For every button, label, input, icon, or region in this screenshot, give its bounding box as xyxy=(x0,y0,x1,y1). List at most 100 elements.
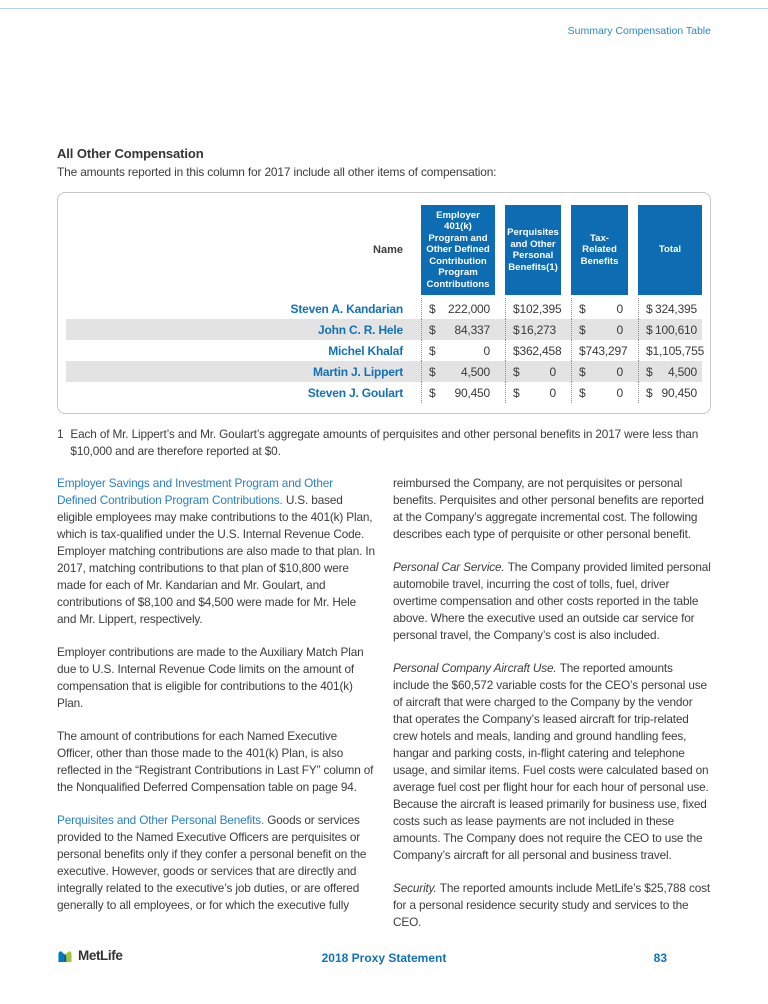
amount: 0 xyxy=(616,364,624,379)
dollar-sign: $ xyxy=(646,343,653,358)
page-number: 83 xyxy=(653,951,667,965)
paragraph-lead: Personal Company Aircraft Use. xyxy=(393,661,560,675)
paragraph: Personal Company Aircraft Use. The repor… xyxy=(393,661,709,862)
compensation-table: Name Employer 401(k) Program and Other D… xyxy=(57,192,711,414)
amount: 100,610 xyxy=(655,322,697,337)
dollar-sign: $ xyxy=(429,301,436,316)
table-row: John C. R. Hele $84,337 $16,273 $0 $100,… xyxy=(66,319,702,340)
dollar-sign: $ xyxy=(646,364,653,379)
footnote-text: Each of Mr. Lippert’s and Mr. Goulart’s … xyxy=(70,427,699,458)
row-value-total: $324,395 xyxy=(638,298,702,319)
column-header-contributions: Employer 401(k) Program and Other Define… xyxy=(421,205,495,295)
paragraph: The amount of contributions for each Nam… xyxy=(57,729,374,794)
brand-name: MetLife xyxy=(78,948,123,963)
row-value-contributions: $84,337 xyxy=(421,319,495,340)
paragraph-lead: Personal Car Service. xyxy=(393,560,508,574)
table-row: Steven J. Goulart $90,450 $0 $0 $90,450 xyxy=(66,382,702,403)
dollar-sign: $ xyxy=(513,343,520,358)
paragraph: Security. The reported amounts include M… xyxy=(393,881,710,929)
dollar-sign: $ xyxy=(579,301,586,316)
row-name: John C. R. Hele xyxy=(317,322,403,337)
row-value-total: $100,610 xyxy=(638,319,702,340)
dollar-sign: $ xyxy=(646,322,653,337)
row-value-total: $4,500 xyxy=(638,361,702,382)
footnote-number: 1 xyxy=(57,427,64,441)
row-value-perquisites: $0 xyxy=(505,361,561,382)
dollar-sign: $ xyxy=(513,364,520,379)
page-content: All Other Compensation The amounts repor… xyxy=(57,146,711,931)
dollar-sign: $ xyxy=(513,322,520,337)
row-name: Steven J. Goulart xyxy=(307,385,403,400)
table-rows: Steven A. Kandarian $222,000 $102,395 $0… xyxy=(66,298,705,403)
body-column-left: Employer Savings and Investment Program … xyxy=(57,475,375,931)
amount: 362,458 xyxy=(519,343,562,358)
table-header-row: Name Employer 401(k) Program and Other D… xyxy=(66,205,702,295)
row-name: Michel Khalaf xyxy=(328,343,403,358)
footnote: 1 Each of Mr. Lippert’s and Mr. Goulart’… xyxy=(57,426,711,459)
table-row: Steven A. Kandarian $222,000 $102,395 $0… xyxy=(66,298,702,319)
dollar-sign: $ xyxy=(429,343,436,358)
row-value-perquisites: $16,273 xyxy=(505,319,561,340)
dollar-sign: $ xyxy=(513,385,520,400)
column-header-tax: Tax-Related Benefits xyxy=(571,205,628,295)
paragraph: Employer Savings and Investment Program … xyxy=(57,476,375,626)
footer-title: 2018 Proxy Statement xyxy=(321,951,447,965)
paragraph-lead: Perquisites and Other Personal Benefits. xyxy=(57,813,268,827)
dollar-sign: $ xyxy=(429,364,436,379)
amount: 324,395 xyxy=(655,301,697,316)
amount: 16,273 xyxy=(520,322,556,337)
row-value-total: $1,105,755 xyxy=(638,340,705,361)
dollar-sign: $ xyxy=(513,301,520,316)
row-name: Martin J. Lippert xyxy=(313,364,403,379)
amount: 4,500 xyxy=(460,364,490,379)
amount: 4,500 xyxy=(667,364,697,379)
row-value-contributions: $0 xyxy=(421,340,495,361)
amount: 0 xyxy=(549,364,557,379)
row-value-total: $90,450 xyxy=(638,382,702,403)
dollar-sign: $ xyxy=(429,322,436,337)
paragraph-lead: Security. xyxy=(393,881,440,895)
top-divider xyxy=(0,8,768,9)
paragraph: Employer contributions are made to the A… xyxy=(57,645,364,710)
column-header-total: Total xyxy=(638,205,702,295)
amount: 743,297 xyxy=(585,343,628,358)
paragraph: reimbursed the Company, are not perquisi… xyxy=(393,476,704,541)
table-row: Michel Khalaf $0 $362,458 $743,297 $1,10… xyxy=(66,340,705,361)
amount: 1,105,755 xyxy=(652,343,705,358)
brand-lockup: MetLife xyxy=(57,948,123,963)
row-value-tax: $0 xyxy=(571,298,628,319)
amount: 0 xyxy=(616,322,624,337)
amount: 222,000 xyxy=(448,301,490,316)
paragraph-lead: Employer Savings and Investment Program … xyxy=(57,476,333,507)
paragraph: Personal Car Service. The Company provid… xyxy=(393,560,711,642)
column-header-perquisites: Perquisites and Other Personal Benefits(… xyxy=(505,205,561,295)
row-value-tax: $0 xyxy=(571,382,628,403)
dollar-sign: $ xyxy=(646,385,653,400)
amount: 90,450 xyxy=(661,385,697,400)
row-value-perquisites: $362,458 xyxy=(505,340,562,361)
dollar-sign: $ xyxy=(579,322,586,337)
section-title: All Other Compensation xyxy=(57,146,204,161)
intro-text: The amounts reported in this column for … xyxy=(57,165,497,179)
row-value-perquisites: $102,395 xyxy=(505,298,562,319)
running-header: Summary Compensation Table xyxy=(567,25,711,37)
dollar-sign: $ xyxy=(579,343,586,358)
dollar-sign: $ xyxy=(579,364,586,379)
dollar-sign: $ xyxy=(579,385,586,400)
row-value-perquisites: $0 xyxy=(505,382,561,403)
row-value-contributions: $90,450 xyxy=(421,382,495,403)
amount: 90,450 xyxy=(454,385,490,400)
row-name: Steven A. Kandarian xyxy=(290,301,404,316)
body-column-right: reimbursed the Company, are not perquisi… xyxy=(393,475,711,931)
paragraph: Perquisites and Other Personal Benefits.… xyxy=(57,813,367,912)
row-value-contributions: $4,500 xyxy=(421,361,495,382)
amount: 102,395 xyxy=(519,301,562,316)
row-value-contributions: $222,000 xyxy=(421,298,495,319)
row-value-tax: $743,297 xyxy=(571,340,628,361)
page-footer: MetLife 2018 Proxy Statement 83 xyxy=(57,948,711,972)
amount: 0 xyxy=(549,385,557,400)
table-row: Martin J. Lippert $4,500 $0 $0 $4,500 xyxy=(66,361,702,382)
amount: 0 xyxy=(616,385,624,400)
amount: 0 xyxy=(616,301,624,316)
